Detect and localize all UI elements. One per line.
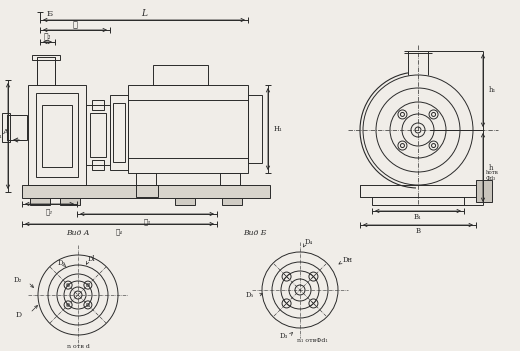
Bar (222, 198, 242, 205)
Bar (92, 100, 104, 110)
Text: D₄: D₄ (305, 238, 313, 246)
Text: Dн: Dн (343, 256, 353, 264)
Bar (220, 173, 240, 185)
Text: D: D (16, 311, 22, 319)
Bar (42, 105, 72, 167)
Text: n отв d: n отв d (67, 344, 89, 350)
Bar (30, 198, 50, 205)
Text: D₂: D₂ (14, 276, 22, 284)
Text: B₁: B₁ (414, 213, 422, 221)
Bar (28, 85, 86, 185)
Text: Dl: Dl (88, 255, 96, 263)
Text: Б: Б (47, 10, 53, 18)
Bar (175, 198, 195, 205)
Bar (110, 95, 128, 170)
Bar (32, 55, 60, 60)
Bar (360, 185, 476, 197)
Text: h: h (489, 164, 493, 172)
Text: D₅: D₅ (246, 291, 254, 299)
Bar (36, 93, 78, 177)
Bar (2, 113, 10, 142)
Text: ℓ₃: ℓ₃ (144, 217, 150, 225)
Text: B: B (415, 227, 421, 235)
Bar (136, 185, 158, 197)
Text: Вид Б: Вид Б (243, 229, 267, 237)
Bar (372, 197, 464, 205)
Bar (7, 115, 27, 140)
Bar (128, 85, 248, 173)
Bar (248, 95, 262, 163)
Text: hотв: hотв (486, 171, 499, 176)
Text: ℓ₂: ℓ₂ (46, 207, 53, 215)
Text: D₁: D₁ (58, 259, 66, 267)
Text: H₁: H₁ (0, 132, 3, 140)
Text: ℓ: ℓ (72, 21, 77, 29)
Text: D₃: D₃ (280, 332, 288, 340)
Bar (86, 105, 110, 165)
Text: n₁ отвФd₁: n₁ отвФd₁ (296, 338, 328, 343)
Text: H₁: H₁ (274, 125, 283, 133)
Bar (92, 160, 104, 170)
Text: Вид А: Вид А (66, 229, 90, 237)
Bar (60, 198, 80, 205)
Bar (136, 173, 156, 185)
Text: A: A (2, 128, 8, 136)
Text: Фd₃: Фd₃ (486, 177, 497, 181)
Bar (37, 57, 55, 85)
Bar (90, 113, 106, 157)
Bar (22, 185, 270, 198)
Bar (153, 65, 208, 85)
Text: L: L (141, 9, 147, 19)
Text: ℓ₄: ℓ₄ (116, 227, 123, 235)
Text: ℓ₁: ℓ₁ (44, 33, 51, 41)
Bar (476, 180, 492, 202)
Bar (113, 103, 125, 162)
Text: h₁: h₁ (489, 86, 497, 94)
